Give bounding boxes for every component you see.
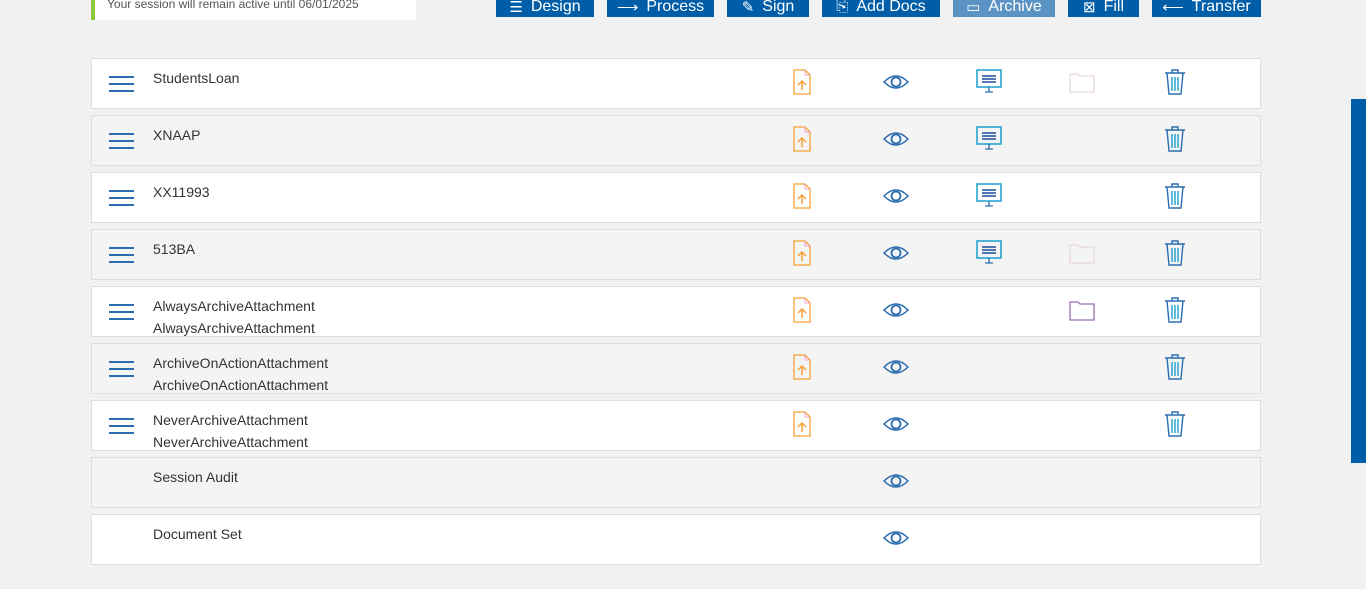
eye-icon[interactable]	[882, 68, 910, 96]
eye-icon[interactable]	[882, 125, 910, 153]
form-icon: ⊠	[1082, 0, 1096, 16]
trash-icon[interactable]	[1161, 125, 1189, 153]
add-docs-button[interactable]: ⎘ Add Docs	[822, 0, 940, 17]
eye-icon[interactable]	[882, 182, 910, 210]
document-subname: ArchiveOnActionAttachment	[153, 377, 329, 393]
document-subname: AlwaysArchiveAttachment	[153, 320, 315, 336]
upload-icon[interactable]	[788, 353, 816, 381]
eye-icon[interactable]	[882, 239, 910, 267]
button-label: Process	[646, 0, 705, 15]
document-name: Document Set	[153, 526, 242, 542]
fill-button[interactable]: ⊠ Fill	[1068, 0, 1139, 17]
upload-icon[interactable]	[788, 68, 816, 96]
table-row: Session Audit	[91, 457, 1261, 508]
eye-icon[interactable]	[882, 467, 910, 495]
process-button[interactable]: ⟶ Process	[607, 0, 714, 17]
folder-icon[interactable]	[1068, 68, 1096, 96]
button-label: Design	[530, 0, 581, 15]
table-row: XNAAP	[91, 115, 1261, 166]
document-name: 513BA	[153, 241, 196, 257]
button-label: Fill	[1103, 0, 1124, 15]
trash-icon[interactable]	[1161, 68, 1189, 96]
paperclip-icon: ⎘	[836, 0, 849, 15]
upload-icon[interactable]	[788, 239, 816, 267]
trash-icon[interactable]	[1161, 410, 1189, 438]
table-row: NeverArchiveAttachment NeverArchiveAttach…	[91, 400, 1261, 451]
transfer-button[interactable]: ⟵ Transfer	[1152, 0, 1261, 17]
trash-icon[interactable]	[1161, 239, 1189, 267]
button-label: Archive	[988, 0, 1042, 15]
trash-icon[interactable]	[1161, 182, 1189, 210]
table-row: ArchiveOnActionAttachment ArchiveOnAction…	[91, 343, 1261, 394]
archive-button[interactable]: ▭ Archive	[953, 0, 1055, 17]
button-label: Add Docs	[856, 0, 926, 15]
pen-icon: ✎	[741, 0, 755, 16]
scrollbar[interactable]	[1351, 99, 1366, 463]
upload-icon[interactable]	[788, 182, 816, 210]
table-row: XX11993	[91, 172, 1261, 223]
sign-button[interactable]: ✎ Sign	[727, 0, 809, 17]
table-row: 513BA	[91, 229, 1261, 280]
document-name: NeverArchiveAttachment	[153, 412, 308, 428]
trash-icon[interactable]	[1161, 296, 1189, 324]
menu-icon[interactable]	[109, 133, 134, 149]
folder-icon[interactable]	[1068, 296, 1096, 324]
document-name: XNAAP	[153, 127, 201, 143]
document-name: StudentsLoan	[153, 70, 240, 86]
document-name: Session Audit	[153, 469, 238, 485]
menu-icon[interactable]	[109, 418, 134, 434]
arrow-right-icon: ⟶	[616, 0, 639, 16]
monitor-icon[interactable]	[975, 125, 1003, 153]
document-name: ArchiveOnActionAttachment	[153, 355, 329, 371]
box-icon: ▭	[966, 0, 981, 16]
design-button[interactable]: ☰ Design	[496, 0, 594, 17]
menu-icon[interactable]	[109, 361, 134, 377]
list-icon: ☰	[509, 0, 523, 16]
session-message: Your session will remain active until 06…	[107, 0, 359, 11]
eye-icon[interactable]	[882, 410, 910, 438]
monitor-icon[interactable]	[975, 182, 1003, 210]
document-name: XX11993	[153, 184, 210, 200]
menu-icon[interactable]	[109, 76, 134, 92]
eye-icon[interactable]	[882, 353, 910, 381]
table-row: Document Set	[91, 514, 1261, 565]
arrow-left-icon: ⟵	[1162, 0, 1184, 16]
document-name: AlwaysArchiveAttachment	[153, 298, 315, 314]
menu-icon[interactable]	[109, 247, 134, 263]
button-label: Sign	[762, 0, 795, 15]
eye-icon[interactable]	[882, 296, 910, 324]
trash-icon[interactable]	[1161, 353, 1189, 381]
menu-icon[interactable]	[109, 304, 134, 320]
monitor-icon[interactable]	[975, 239, 1003, 267]
folder-icon[interactable]	[1068, 239, 1096, 267]
monitor-icon[interactable]	[975, 68, 1003, 96]
menu-icon[interactable]	[109, 190, 134, 206]
table-row: StudentsLoan	[91, 58, 1261, 109]
session-banner: Your session will remain active until 06…	[91, 0, 416, 20]
upload-icon[interactable]	[788, 410, 816, 438]
table-row: AlwaysArchiveAttachment AlwaysArchiveAtta…	[91, 286, 1261, 337]
button-label: Transfer	[1191, 0, 1251, 15]
eye-icon[interactable]	[882, 524, 910, 552]
upload-icon[interactable]	[788, 125, 816, 153]
upload-icon[interactable]	[788, 296, 816, 324]
document-subname: NeverArchiveAttachment	[153, 434, 308, 450]
